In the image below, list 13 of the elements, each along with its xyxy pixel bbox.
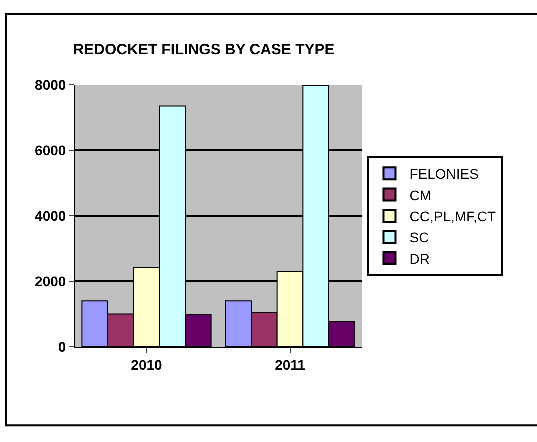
y-tick-label: 0 [58, 338, 66, 355]
legend-label: CC,PL,MF,CT [410, 208, 497, 224]
legend-label: DR [410, 250, 430, 267]
y-tick-label: 8000 [35, 76, 66, 93]
x-tick-label: 2010 [131, 356, 163, 373]
y-tick-label: 6000 [35, 142, 66, 158]
y-tick-label: 2000 [35, 273, 66, 290]
legend-label: SC [410, 230, 430, 246]
legend-label: CM [410, 187, 432, 204]
legend-label: FELONIES [410, 166, 479, 182]
chart-title: REDOCKET FILINGS BY CASE TYPE [73, 42, 335, 59]
x-tick-label: 2011 [275, 356, 306, 373]
y-tick-label: 4000 [35, 208, 66, 224]
